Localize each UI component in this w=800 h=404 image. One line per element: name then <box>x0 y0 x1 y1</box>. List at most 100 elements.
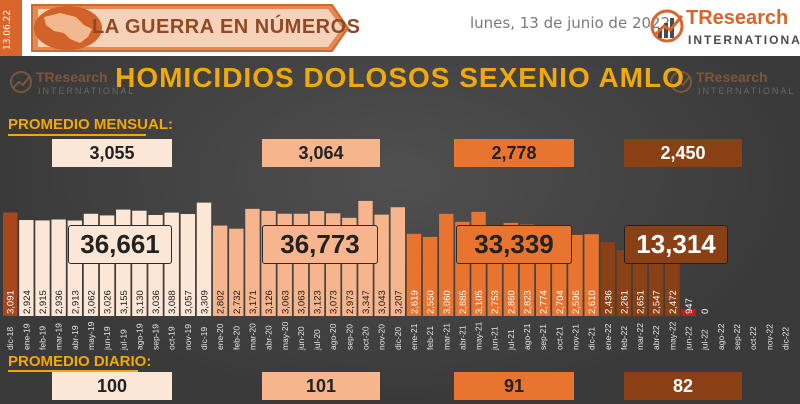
watermark-logo-icon <box>670 71 692 93</box>
daily-avg-2020: 101 <box>262 372 380 400</box>
x-tick-label: jun-20 <box>296 326 306 351</box>
logo-sub: INTERNATIONAL <box>688 33 800 47</box>
x-tick-label: jul-22 <box>700 329 710 351</box>
x-tick-label: mar-20 <box>247 323 257 350</box>
x-tick-label: may-22 <box>667 321 677 350</box>
value-label: 2,973 <box>345 290 356 314</box>
bar-jun-22 <box>681 309 696 316</box>
x-tick-label: oct-21 <box>554 326 564 350</box>
x-tick-label: mar-19 <box>54 323 64 350</box>
bar-ene-19 <box>19 220 34 316</box>
value-label: 2,436 <box>603 290 614 314</box>
bar-feb-19 <box>35 220 50 316</box>
x-tick-label: nov-22 <box>764 324 774 350</box>
value-label: 2,550 <box>426 290 437 314</box>
value-label: 2,915 <box>38 290 49 314</box>
x-tick-label: jun-21 <box>490 326 500 351</box>
value-label: 2,774 <box>539 290 550 314</box>
title-banner <box>31 4 350 52</box>
total-2022: 13,314 <box>624 225 728 264</box>
daily-avg-2019: 100 <box>52 372 172 400</box>
watermark-logo-icon <box>10 71 32 93</box>
value-label: 3,171 <box>248 290 259 314</box>
monthly-avg-2020: 3,064 <box>262 139 380 167</box>
monthly-avg-2021: 2,778 <box>454 139 574 167</box>
daily-avg-underline <box>8 370 138 372</box>
x-tick-label: dic-20 <box>393 327 403 350</box>
x-tick-label: dic-22 <box>780 327 790 350</box>
x-tick-label: feb-22 <box>619 326 629 350</box>
x-tick-label: oct-19 <box>167 326 177 350</box>
bar-feb-20 <box>229 228 244 316</box>
x-tick-label: ago-20 <box>328 323 338 350</box>
x-tick-label: jul-21 <box>506 329 516 351</box>
x-tick-label: sep-19 <box>151 324 161 350</box>
x-tick-label: mar-22 <box>635 323 645 350</box>
bar-mar-20 <box>245 208 260 316</box>
value-label: 3,347 <box>361 290 372 314</box>
value-label: 3,036 <box>151 290 162 314</box>
chart-title: HOMICIDIOS DOLOSOS SEXENIO AMLO <box>115 62 685 93</box>
monthly-avg-label: PROMEDIO MENSUAL: <box>8 116 173 133</box>
tresearch-logo: TResearch INTERNATIONAL <box>648 6 800 52</box>
x-tick-label: nov-20 <box>377 324 387 350</box>
x-tick-label: may-21 <box>474 321 484 350</box>
value-label: 3,309 <box>200 290 211 314</box>
value-label: 2,651 <box>636 290 647 314</box>
value-label: 3,060 <box>442 290 453 314</box>
value-label: 2,913 <box>70 290 81 314</box>
bar-dic-18 <box>3 212 18 316</box>
value-label: 2,732 <box>232 290 243 314</box>
bar-mar-21 <box>439 213 454 316</box>
value-label: 0 <box>700 309 711 314</box>
bar-dic-21 <box>584 234 599 316</box>
bar-ene-21 <box>406 233 422 316</box>
date-badge: 13.06.22 <box>0 0 22 56</box>
x-tick-label: abr-20 <box>264 325 274 350</box>
value-label: 3,155 <box>119 290 130 314</box>
bar-dic-19 <box>196 202 212 316</box>
x-tick-label: abr-21 <box>457 325 467 350</box>
x-tick-label: may-20 <box>280 321 290 350</box>
x-tick-label: nov-21 <box>570 324 580 350</box>
total-2020: 36,773 <box>262 225 378 264</box>
daily-avg-2021: 91 <box>454 372 574 400</box>
mexico-map-icon <box>34 6 102 50</box>
value-label: 2,860 <box>506 290 517 314</box>
value-label: 2,261 <box>619 290 630 314</box>
x-tick-label: sep-22 <box>732 324 742 350</box>
value-label: 2,936 <box>54 290 65 314</box>
value-label: 3,063 <box>280 290 291 314</box>
x-tick-label: feb-21 <box>425 326 435 350</box>
value-label: 3,088 <box>167 290 178 314</box>
value-label: 3,105 <box>474 290 485 314</box>
bar-dic-20 <box>390 207 405 316</box>
total-2021: 33,339 <box>456 225 572 264</box>
bar-nov-20 <box>374 214 389 316</box>
x-tick-label: nov-19 <box>183 324 193 350</box>
x-tick-label: dic-21 <box>587 327 597 350</box>
value-label: 2,924 <box>22 290 33 314</box>
monthly-avg-2019: 3,055 <box>52 139 172 167</box>
x-tick-label: ago-19 <box>134 323 144 350</box>
x-tick-label: oct-22 <box>748 326 758 350</box>
x-tick-label: sep-20 <box>344 324 354 350</box>
bar-feb-21 <box>422 236 438 316</box>
bar-ene-20 <box>212 225 228 316</box>
value-label: 3,063 <box>296 290 307 314</box>
watermark-right: TResearch INTERNATIONAL <box>668 69 798 99</box>
value-label: 2,753 <box>490 290 501 314</box>
x-tick-label: ene-19 <box>21 323 31 350</box>
value-label: 2,619 <box>409 290 420 314</box>
logo-name: TResearch <box>686 7 789 29</box>
value-label: 3,130 <box>135 290 146 314</box>
value-label: 3,026 <box>103 290 114 314</box>
x-tick-label: ago-21 <box>522 323 532 350</box>
value-label: 2,610 <box>587 290 598 314</box>
x-tick-label: jul-19 <box>118 329 128 351</box>
value-label: 2,547 <box>652 290 663 314</box>
logo-mark-icon <box>650 9 684 43</box>
watermark-name: TResearch <box>36 69 108 85</box>
value-label: 2,885 <box>458 290 469 314</box>
